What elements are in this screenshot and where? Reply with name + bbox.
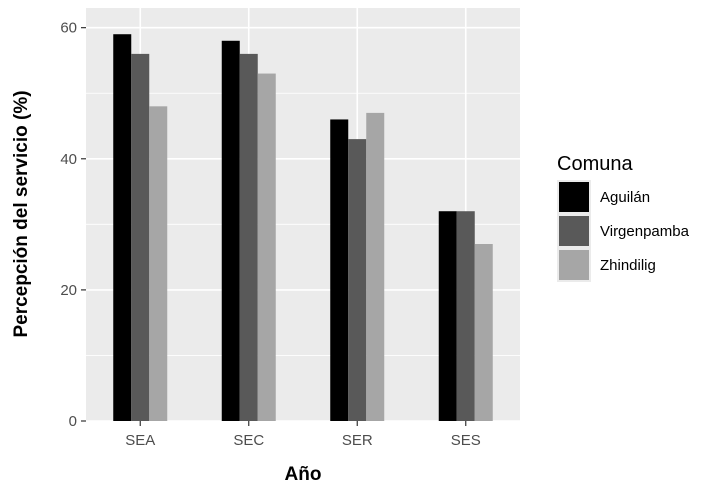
bar-aguilán-sec xyxy=(221,40,240,422)
bar-virgenpamba-sea xyxy=(131,53,150,422)
x-axis: SEA SEC SER SES xyxy=(125,421,481,449)
bar-virgenpamba-ses xyxy=(456,211,475,421)
bar-virgenpamba-sec xyxy=(239,53,258,422)
y-axis: 0 20 40 60 xyxy=(60,20,86,430)
legend-label: Virgenpamba xyxy=(600,223,690,240)
bar-zhindilig-sea xyxy=(149,106,168,421)
bar-aguilán-ses xyxy=(438,211,457,421)
bar-zhindilig-ser xyxy=(366,112,385,421)
legend-label: Zhindilig xyxy=(600,257,656,274)
bar-zhindilig-sec xyxy=(257,73,276,422)
y-tick-label: 60 xyxy=(60,20,77,37)
bar-aguilán-ser xyxy=(330,119,349,421)
y-tick-label: 20 xyxy=(60,282,77,299)
legend-key-zhindilig xyxy=(559,250,589,280)
x-tick-label: SEC xyxy=(233,432,264,449)
legend-label: Aguilán xyxy=(600,189,650,206)
x-tick-label: SES xyxy=(451,432,481,449)
y-axis-title: Percepción del servicio (%) xyxy=(11,90,32,337)
bar-virgenpamba-ser xyxy=(348,139,367,421)
bar-zhindilig-ses xyxy=(474,244,493,421)
x-tick-label: SEA xyxy=(125,432,155,449)
x-tick-label: SER xyxy=(342,432,373,449)
y-tick-label: 0 xyxy=(69,413,77,430)
bar-aguilán-sea xyxy=(113,34,132,421)
legend-key-virgenpamba xyxy=(559,216,589,246)
bars xyxy=(113,34,493,422)
y-tick-label: 40 xyxy=(60,151,77,168)
legend-title: Comuna xyxy=(557,153,633,175)
x-axis-title: Año xyxy=(285,464,322,485)
legend: Comuna Aguilán Virgenpamba Zhindilig xyxy=(557,153,690,282)
legend-key-aguilán xyxy=(559,182,589,212)
